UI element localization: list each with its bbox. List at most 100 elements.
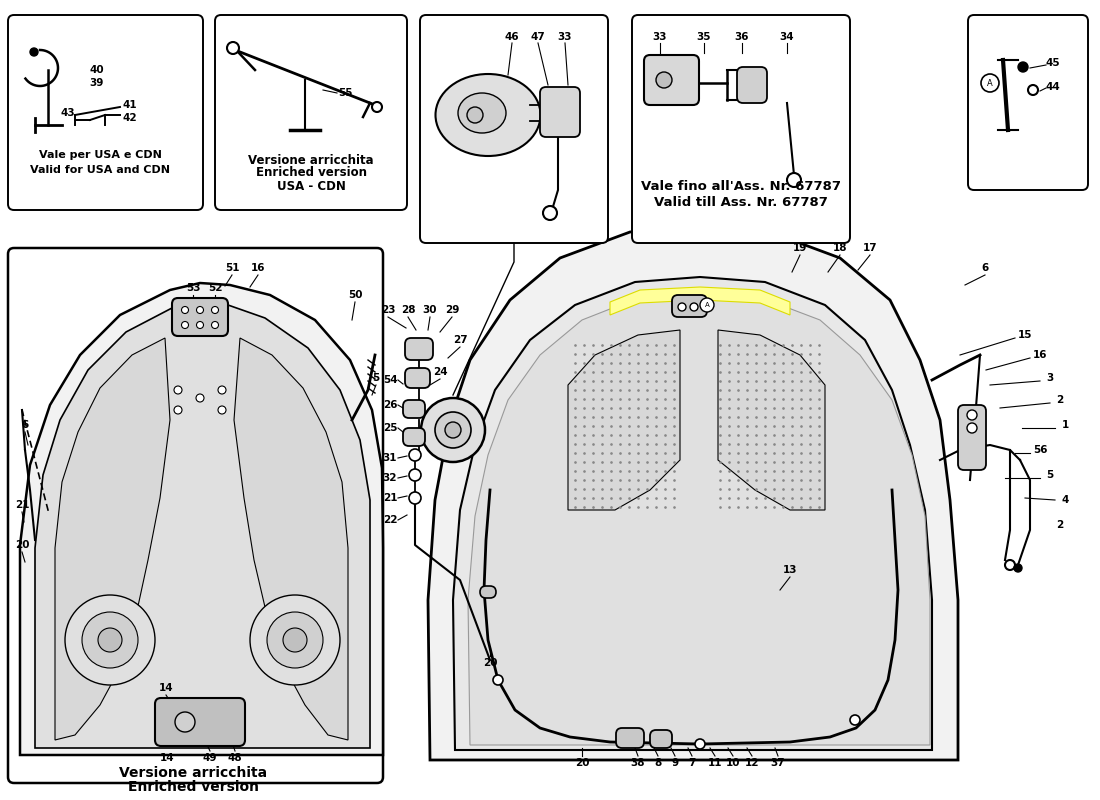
Text: 6: 6 [21,420,29,430]
Text: Enriched version: Enriched version [128,780,258,794]
Circle shape [493,675,503,685]
Circle shape [409,469,421,481]
Circle shape [468,107,483,123]
Text: 5: 5 [1046,470,1054,480]
Circle shape [211,322,219,329]
Circle shape [543,206,557,220]
FancyBboxPatch shape [737,67,767,103]
Text: 5: 5 [373,373,380,383]
Circle shape [1018,62,1028,72]
Circle shape [446,422,461,438]
Text: 16: 16 [251,263,265,273]
Circle shape [981,74,999,92]
Text: 23: 23 [381,305,395,315]
Text: 11: 11 [707,758,723,768]
Text: 8: 8 [654,758,661,768]
Circle shape [409,449,421,461]
FancyBboxPatch shape [8,15,203,210]
Circle shape [434,412,471,448]
FancyBboxPatch shape [403,428,425,446]
Text: 43: 43 [60,108,75,118]
Circle shape [409,492,421,504]
Text: 14: 14 [160,753,174,763]
Text: 20: 20 [14,540,30,550]
Text: 17: 17 [862,243,878,253]
FancyBboxPatch shape [632,15,850,243]
Circle shape [182,322,188,329]
FancyBboxPatch shape [540,87,580,137]
Circle shape [656,72,672,88]
Circle shape [372,102,382,112]
FancyBboxPatch shape [958,405,986,470]
Text: 35: 35 [696,32,712,42]
Text: USA - CDN: USA - CDN [276,179,345,193]
Circle shape [1005,560,1015,570]
Text: 34: 34 [780,32,794,42]
Circle shape [700,298,714,312]
Text: 29: 29 [444,305,459,315]
Text: 22: 22 [383,515,397,525]
FancyBboxPatch shape [672,295,707,317]
Text: 51: 51 [224,263,240,273]
Text: Enriched version: Enriched version [255,166,366,179]
Text: 40: 40 [90,65,104,75]
Circle shape [1014,564,1022,572]
Text: 4: 4 [1062,495,1069,505]
FancyBboxPatch shape [8,248,383,783]
Text: A: A [987,78,993,87]
Text: 14: 14 [158,683,174,693]
Text: 53: 53 [186,283,200,293]
Circle shape [174,406,182,414]
Circle shape [967,423,977,433]
Text: 2: 2 [1056,395,1064,405]
Text: 55: 55 [338,88,352,98]
Text: 39: 39 [90,78,104,88]
Circle shape [678,303,686,311]
Polygon shape [55,338,170,740]
Polygon shape [453,277,932,750]
Text: 38: 38 [630,758,646,768]
Circle shape [250,595,340,685]
Text: 33: 33 [652,32,668,42]
Text: 20: 20 [483,658,497,668]
Circle shape [218,386,226,394]
Text: Versione arricchita: Versione arricchita [119,766,267,780]
FancyBboxPatch shape [644,55,698,105]
Text: 24: 24 [432,367,448,377]
FancyBboxPatch shape [405,338,433,360]
Circle shape [267,612,323,668]
Text: 41: 41 [123,100,138,110]
Text: passion for parts: passion for parts [500,409,900,451]
Text: 21: 21 [14,500,30,510]
Polygon shape [468,293,930,745]
Text: 56: 56 [1033,445,1047,455]
Ellipse shape [436,74,540,156]
Text: 12: 12 [745,758,759,768]
Polygon shape [234,338,348,740]
FancyBboxPatch shape [155,698,245,746]
Text: 50: 50 [348,290,362,300]
Circle shape [30,48,38,56]
Circle shape [98,628,122,652]
Text: Versione arricchita: Versione arricchita [249,154,374,166]
Text: 19: 19 [793,243,807,253]
FancyBboxPatch shape [650,730,672,748]
Text: 31: 31 [383,453,397,463]
Ellipse shape [458,93,506,133]
FancyBboxPatch shape [214,15,407,210]
FancyBboxPatch shape [480,586,496,598]
Text: Vale fino all'Ass. Nr. 67787: Vale fino all'Ass. Nr. 67787 [641,181,842,194]
Circle shape [967,410,977,420]
Polygon shape [20,283,383,755]
FancyBboxPatch shape [968,15,1088,190]
Text: 49: 49 [202,753,218,763]
Polygon shape [428,225,958,760]
Text: 28: 28 [400,305,416,315]
Text: 45: 45 [1046,58,1060,68]
Circle shape [182,306,188,314]
Text: Valid for USA and CDN: Valid for USA and CDN [30,165,170,175]
Text: 10: 10 [726,758,740,768]
Circle shape [82,612,138,668]
Text: 6: 6 [981,263,989,273]
Circle shape [211,306,219,314]
